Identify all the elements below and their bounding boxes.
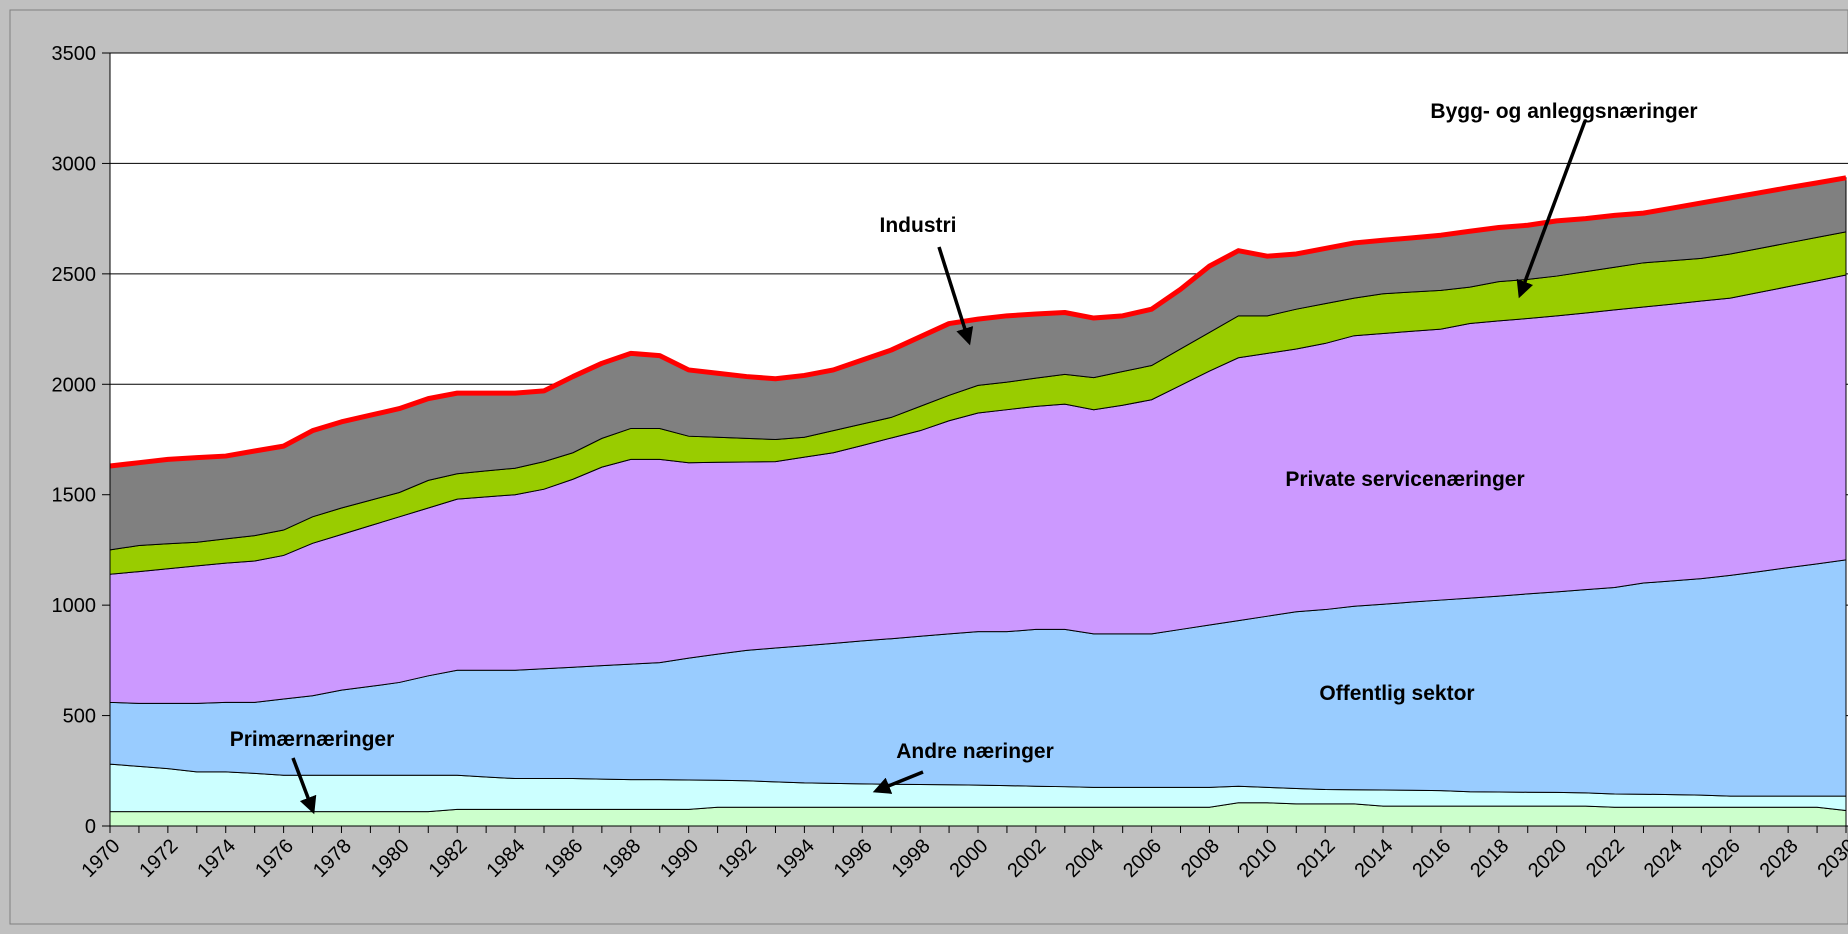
annotation-arrow <box>291 757 317 815</box>
series-label: Primærnæringer <box>230 728 395 751</box>
y-tick-label: 3000 <box>52 153 97 175</box>
series-label: Offentlig sektor <box>1319 682 1474 705</box>
annotation-arrow <box>937 246 974 346</box>
series-label: Andre næringer <box>896 740 1054 763</box>
series-label: Bygg- og anleggsnæringer <box>1430 100 1697 123</box>
series-label: Industri <box>880 214 957 237</box>
annotations: Primærnæringer Andre næringer Offentlig se… <box>230 100 1698 815</box>
y-tick-label: 3500 <box>52 43 97 65</box>
y-tick-label: 1500 <box>52 485 97 507</box>
y-tick-label: 2000 <box>52 374 97 396</box>
y-tick-label: 500 <box>63 706 96 728</box>
y-tick-label: 1000 <box>52 595 97 617</box>
series-label: Private servicenæringer <box>1285 468 1524 491</box>
y-tick-label: 0 <box>85 816 96 838</box>
annotation-arrow <box>872 770 924 794</box>
areas <box>109 175 1847 827</box>
annotation-arrow <box>1516 120 1587 299</box>
total-line <box>109 175 1847 469</box>
y-tick-label: 2500 <box>52 264 97 286</box>
